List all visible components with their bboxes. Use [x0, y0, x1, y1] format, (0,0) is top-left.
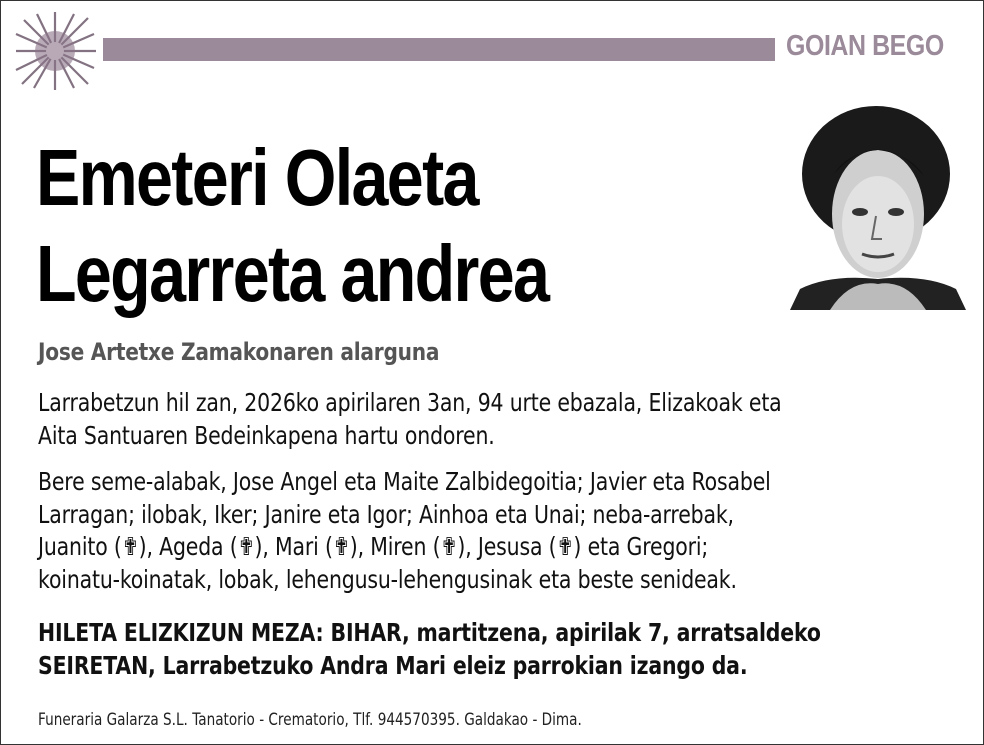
header-bar [103, 38, 775, 61]
text-line: HILETA ELIZKIZUN MEZA: BIHAR, martitzena… [38, 618, 821, 647]
brand-label: GOIAN BEGO [786, 30, 944, 62]
text-line: SEIRETAN, Larrabetzuko Andra Mari eleiz … [38, 650, 748, 680]
funeral-mass-paragraph: HILETA ELIZKIZUN MEZA: BIHAR, martitzena… [38, 617, 821, 682]
text-line: Juanito (✟), Ageda (✟), Mari (✟), Miren … [38, 532, 709, 561]
funeral-home-footer: Funeraria Galarza S.L. Tanatorio - Crema… [38, 710, 582, 730]
page-title: Emeteri Olaeta Legarreta andrea [36, 130, 550, 322]
text-line: Bere seme-alabak, Jose Angel eta Maite Z… [38, 467, 771, 496]
text-line: Larrabetzun hil zan, 2026ko apirilaren 3… [38, 388, 782, 417]
text-line: koinatu-koinatak, lobak, lehengusu-lehen… [38, 564, 737, 594]
death-notice-paragraph: Larrabetzun hil zan, 2026ko apirilaren 3… [38, 387, 782, 452]
family-paragraph: Bere seme-alabak, Jose Angel eta Maite Z… [38, 466, 771, 596]
portrait-photo-icon [790, 104, 966, 310]
text-line: Larragan; ilobak, Iker; Janire eta Igor;… [38, 499, 734, 529]
flower-splash-logo-icon [15, 12, 96, 90]
text-line: Aita Santuaren Bedeinkapena hartu ondore… [38, 420, 495, 450]
subtitle: Jose Artetxe Zamakonaren alarguna [38, 338, 440, 366]
title-line-2: Legarreta andrea [36, 229, 550, 318]
title-line-1: Emeteri Olaeta [36, 133, 479, 222]
